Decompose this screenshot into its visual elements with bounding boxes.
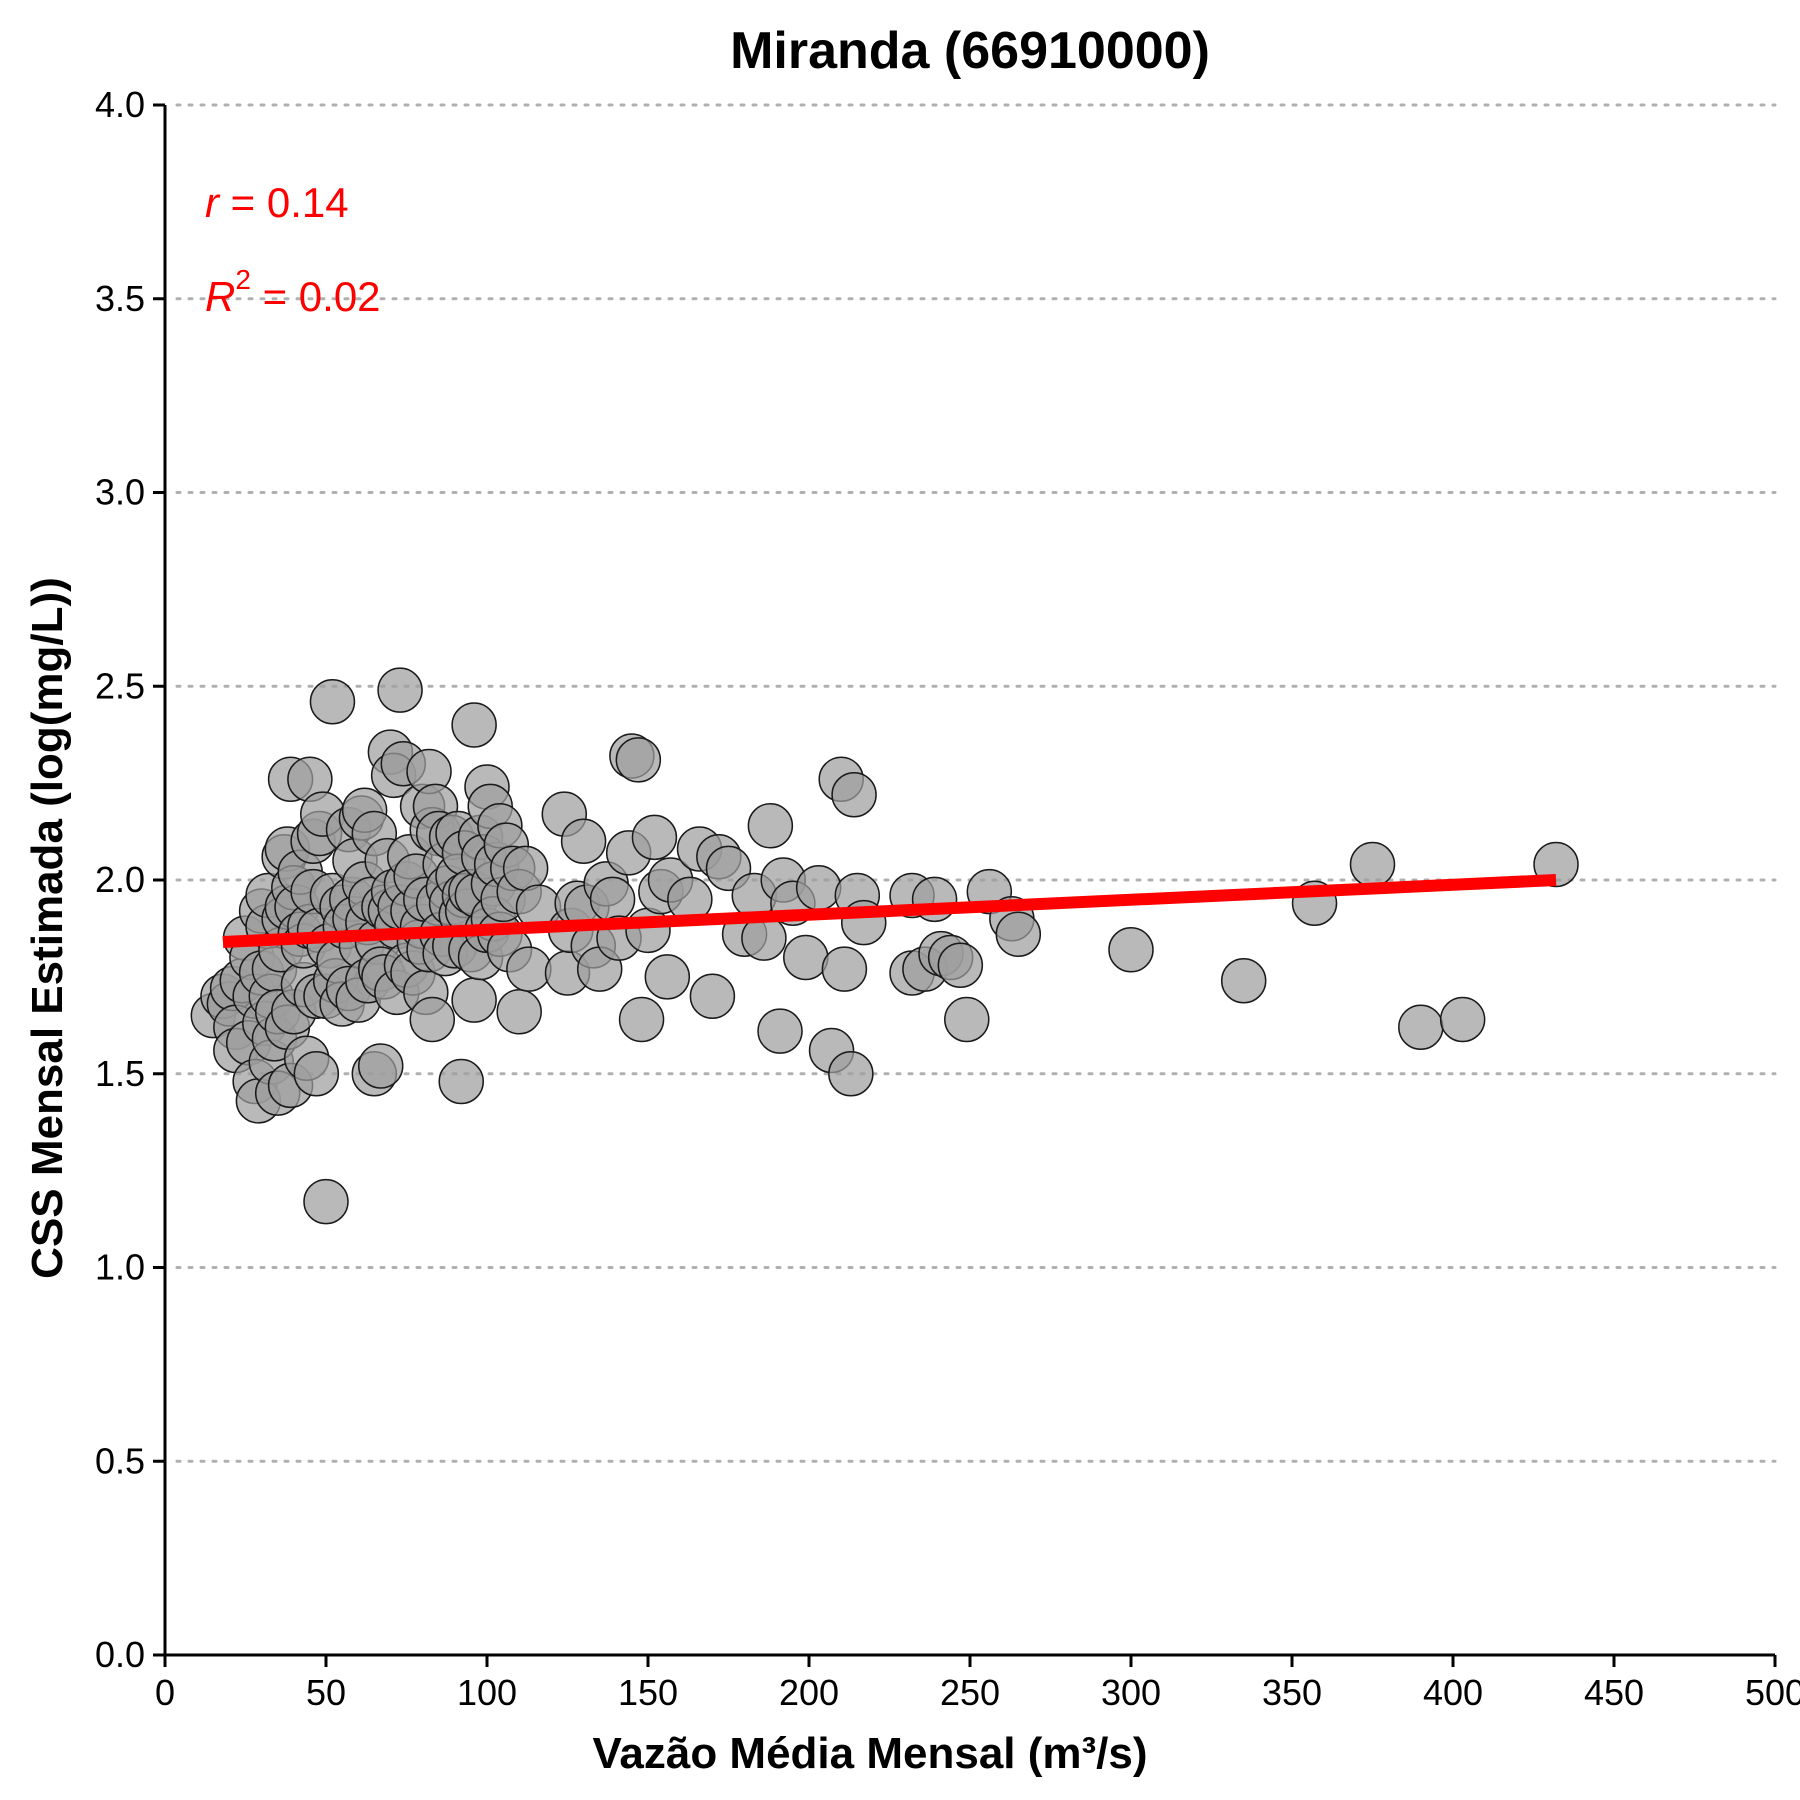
data-point: [995, 911, 1042, 957]
data-point: [831, 772, 877, 818]
y-tick-label: 3.5: [95, 278, 145, 319]
x-tick-label: 500: [1745, 1672, 1800, 1713]
regression-line-group: [222, 874, 1557, 948]
data-point: [944, 996, 990, 1043]
data-points: [190, 667, 1579, 1225]
data-point: [747, 803, 794, 849]
x-tick-label: 200: [779, 1672, 839, 1713]
data-point: [795, 865, 842, 911]
y-tick-label: 0.5: [95, 1440, 145, 1481]
data-point: [357, 1043, 404, 1089]
y-tick-label: 2.5: [95, 665, 145, 706]
data-point: [689, 973, 736, 1019]
x-axis-label: Vazão Média Mensal (m³/s): [592, 1729, 1147, 1778]
r-symbol: r: [205, 179, 221, 226]
data-point: [377, 667, 423, 713]
data-point: [303, 1178, 349, 1225]
x-tick-label: 450: [1584, 1672, 1644, 1713]
data-point: [783, 934, 829, 981]
y-tick-label: 0.0: [95, 1634, 145, 1675]
y-tick-label: 2.0: [95, 859, 145, 900]
r-value: = 0.14: [219, 179, 349, 226]
data-point: [615, 737, 662, 783]
x-tick-label: 150: [618, 1672, 678, 1713]
r-annotation: r = 0.14: [205, 179, 349, 226]
x-tick-label: 100: [457, 1672, 517, 1713]
r2-value: = 0.02: [251, 273, 381, 320]
data-point: [589, 876, 636, 923]
axes: 0.0 0.5 1.0 1.5 2.0 2.5 3.0 3.5 4.0 0 50 100 150 200 2…: [95, 84, 1800, 1713]
data-point: [821, 946, 868, 992]
data-point: [560, 818, 607, 864]
data-point: [409, 996, 456, 1043]
data-point: [631, 814, 678, 861]
r2-exponent: 2: [235, 264, 251, 295]
x-tick-label: 250: [940, 1672, 1000, 1713]
data-point: [293, 1051, 340, 1097]
data-point: [309, 679, 356, 725]
data-point: [451, 702, 497, 748]
data-point: [618, 996, 665, 1043]
data-point: [1349, 841, 1396, 888]
data-point: [1220, 958, 1267, 1004]
x-tick-label: 350: [1262, 1672, 1322, 1713]
r2-symbol: R: [205, 273, 235, 320]
data-point: [644, 954, 691, 1000]
data-point: [757, 1008, 803, 1054]
x-tick-label: 400: [1423, 1672, 1483, 1713]
data-point: [1398, 1004, 1444, 1050]
y-tick-label: 3.0: [95, 472, 145, 513]
y-tick-label: 1.5: [95, 1053, 145, 1094]
x-tick-label: 0: [155, 1672, 175, 1713]
data-point: [937, 942, 984, 988]
data-point: [496, 989, 542, 1035]
data-point: [502, 845, 549, 892]
data-point: [828, 1051, 874, 1097]
data-point: [451, 977, 497, 1023]
data-point: [506, 946, 552, 992]
y-axis-label: CSS Mensal Estimada (log(mg/L)): [23, 577, 72, 1279]
data-point: [625, 907, 671, 954]
chart-title: Miranda (66910000): [730, 22, 1210, 80]
y-tick-label: 1.0: [95, 1247, 145, 1288]
regression-line: [222, 874, 1557, 948]
x-tick-label: 300: [1101, 1672, 1161, 1713]
y-tick-label: 4.0: [95, 84, 145, 125]
data-point: [1439, 996, 1486, 1043]
r2-annotation: R2 = 0.02: [205, 264, 381, 320]
data-point: [438, 1058, 484, 1105]
x-tick-label: 50: [306, 1672, 346, 1713]
data-point: [1108, 927, 1154, 973]
